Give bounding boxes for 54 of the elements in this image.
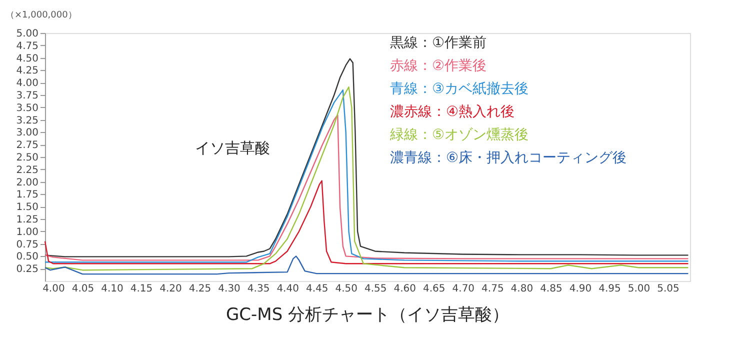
x-tick-label: 4.95 (598, 284, 621, 294)
y-tick-label: 1.50 (16, 202, 38, 214)
x-tick-label: 4.55 (364, 284, 387, 294)
y-tick-label: 3.75 (16, 90, 38, 102)
x-tick-label: 4.25 (188, 284, 212, 294)
line-series (44, 256, 689, 275)
x-tick-label: 4.50 (335, 284, 358, 294)
x-tick-label: 5.00 (628, 284, 650, 294)
x-tick-label: 4.60 (394, 284, 416, 294)
text: 濃青線：⑥床・押入れコーティング後 (390, 150, 627, 166)
y-tick-label: 3.00 (16, 128, 38, 139)
text: GC-MS 分析チャート（イソ吉草酸） (226, 305, 510, 325)
x-tick-label: 4.80 (510, 284, 534, 294)
line-series (44, 58, 689, 258)
text: 緑線：⑤オゾン燻蒸後 (389, 127, 529, 143)
y-tick-label: 4.75 (16, 40, 38, 52)
x-tick-label: 4.20 (160, 284, 182, 294)
x-tick-label: 4.75 (482, 284, 504, 294)
x-tick-label: 4.15 (130, 284, 153, 294)
annotation: イソ吉草酸 (195, 139, 270, 157)
x-tick-label: 4.65 (423, 284, 446, 294)
text: 濃赤線：④熱入れ後 (390, 104, 515, 120)
text: 赤線：②作業後 (390, 58, 487, 74)
y-tick-label: 5.00 (16, 28, 38, 40)
y-tick-label: 1.00 (16, 226, 38, 238)
y-tick-label: 1.75 (16, 190, 38, 201)
x-tick-label: 4.90 (569, 284, 592, 294)
y-tick-label: 0.75 (16, 239, 38, 250)
y-tick-label: 0.50 (16, 252, 38, 263)
line-series (44, 180, 689, 264)
x-tick-label: 4.45 (306, 284, 328, 294)
y-tick-label: 2.75 (16, 140, 38, 152)
y-tick-label: 1.25 (16, 214, 38, 226)
x-tick-label: 4.35 (247, 284, 270, 294)
y-tick-label: 2.50 (16, 152, 38, 164)
y-tick-label: 3.25 (16, 115, 38, 126)
text: 黒線：①作業前 (390, 35, 487, 51)
y-tick-label: 2.00 (16, 177, 38, 188)
x-tick-label: 4.10 (101, 284, 124, 294)
text: 青線：③カベ紙撤去後 (390, 81, 529, 97)
x-tick-label: 4.40 (276, 284, 299, 294)
y-tick-label: 4.25 (16, 66, 38, 77)
y-tick-label: 4.50 (16, 53, 38, 64)
x-tick-label: 5.05 (657, 284, 680, 294)
y-tick-label: 3.50 (16, 102, 38, 114)
y-axis-title: （×1,000,000） (6, 10, 77, 20)
x-tick-label: 4.00 (42, 284, 65, 294)
y-tick-label: 0.25 (16, 264, 38, 276)
x-tick-label: 4.05 (72, 284, 94, 294)
x-tick-label: 4.85 (540, 284, 562, 294)
y-tick-label: 2.25 (16, 164, 38, 176)
x-tick-label: 4.30 (218, 284, 240, 294)
y-tick-label: 4.00 (16, 78, 38, 90)
x-tick-label: 4.70 (452, 284, 475, 294)
